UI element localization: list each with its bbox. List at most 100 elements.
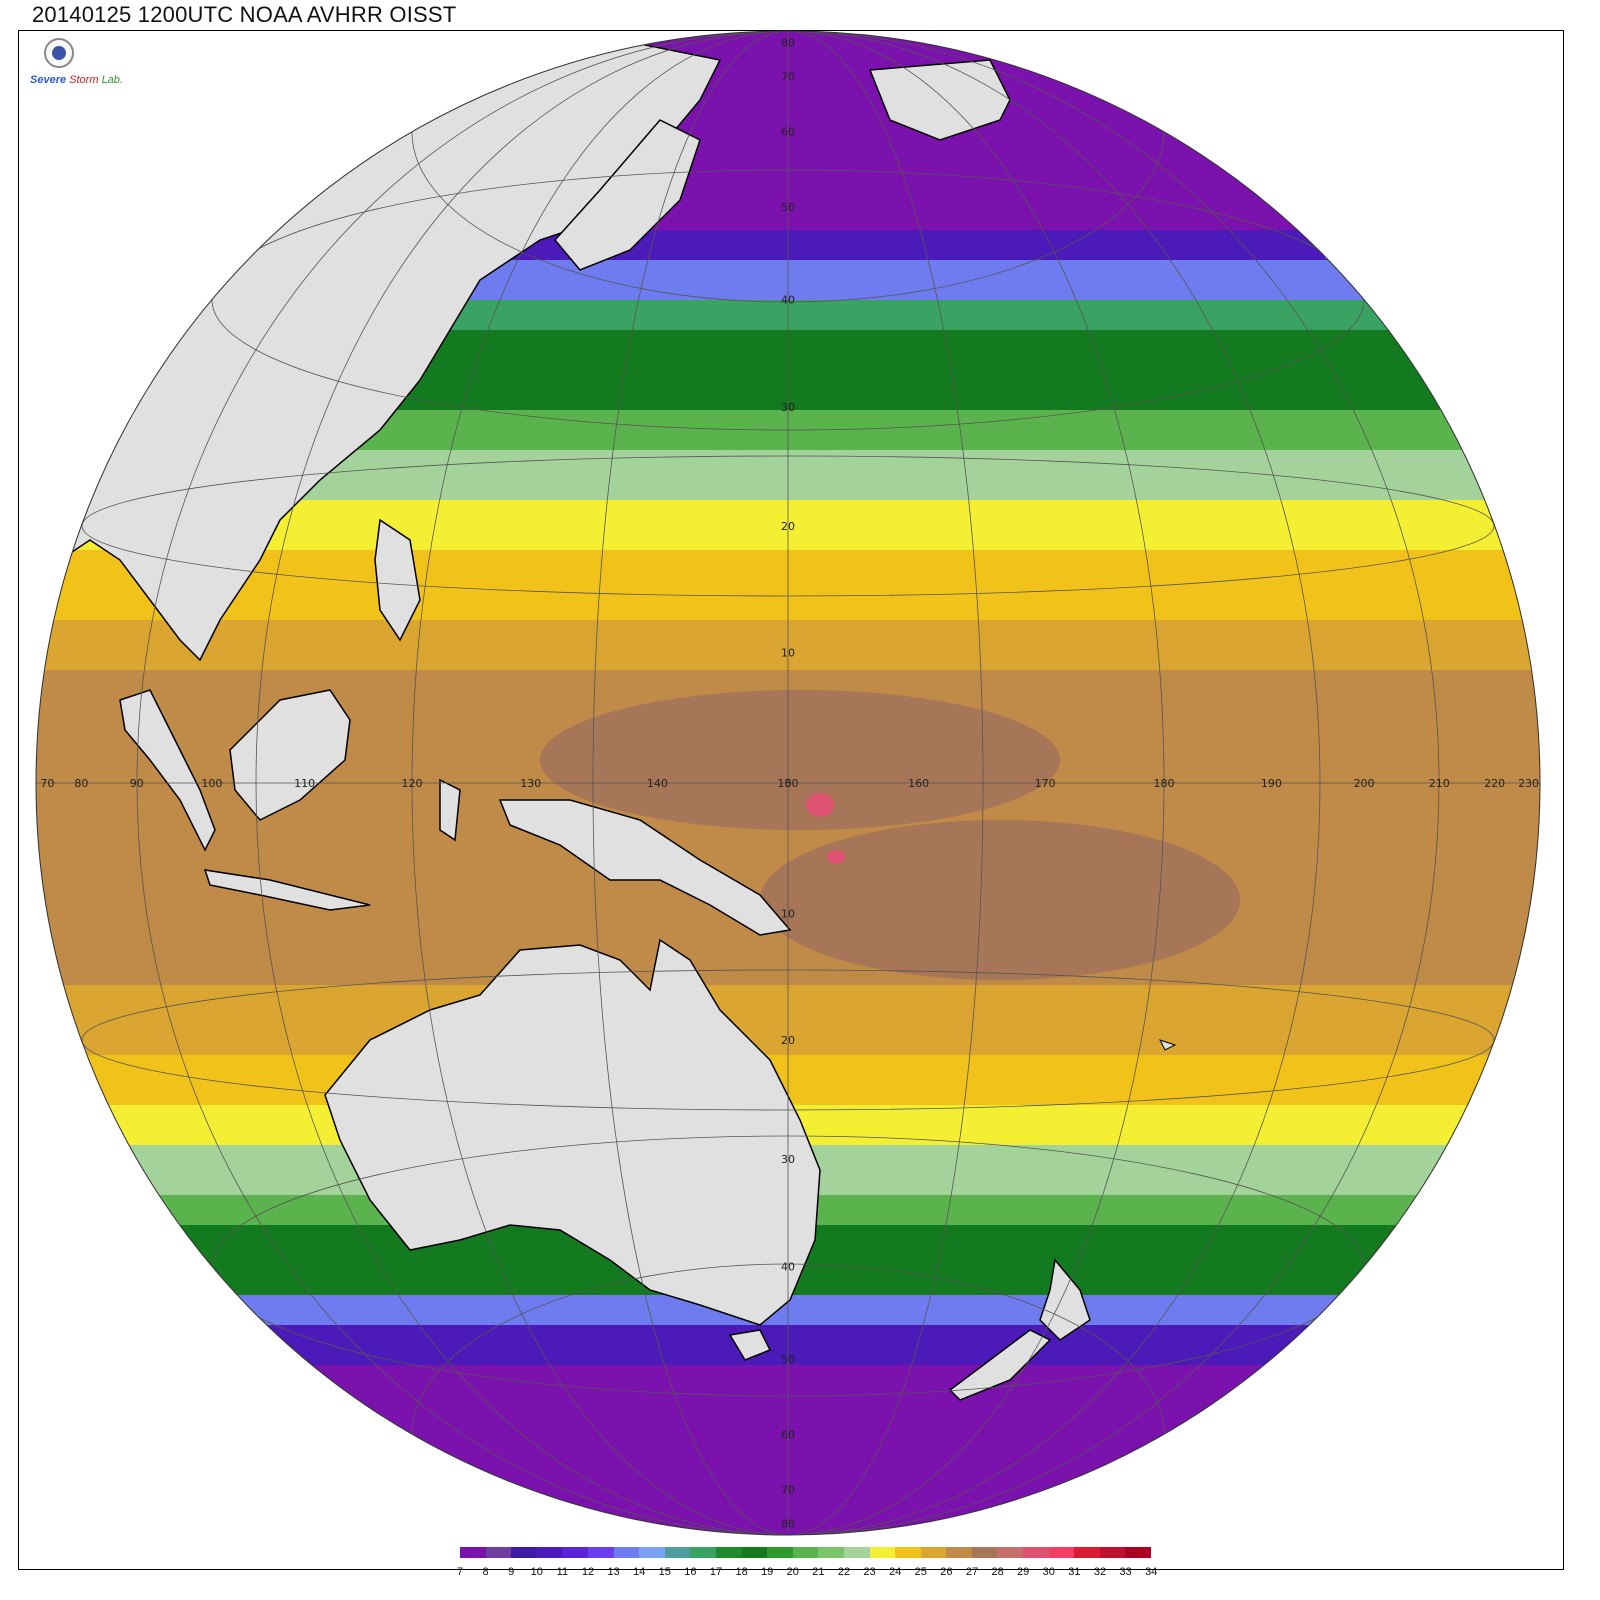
colorbar-tick-label: 21 xyxy=(812,1566,825,1578)
colorbar-tick-label: 11 xyxy=(556,1566,569,1578)
latitude-label: 10 xyxy=(781,646,795,659)
japan xyxy=(554,119,701,271)
colorbar-swatch xyxy=(1023,1547,1049,1558)
colorbar-tick-label: 23 xyxy=(863,1566,876,1578)
colorbar-tick-label: 33 xyxy=(1119,1566,1132,1578)
longitude-label: 160 xyxy=(908,777,929,790)
longitude-label: 140 xyxy=(647,777,668,790)
colorbar-swatch xyxy=(895,1547,921,1558)
colorbar-tick-label: 34 xyxy=(1145,1566,1158,1578)
page-title: 20140125 1200UTC NOAA AVHRR OISST xyxy=(32,2,457,27)
island-fiji xyxy=(1159,1039,1177,1051)
colorbar-swatch xyxy=(536,1547,563,1558)
colorbar-swatch xyxy=(1099,1547,1126,1558)
latitude-label: 60 xyxy=(781,126,795,139)
colorbar-tick-label: 30 xyxy=(1042,1566,1055,1578)
latitude-labels: 80 70 60 50 40 30 20 10 0 10 20 30 40 50 60 70 80 xyxy=(781,36,795,1530)
new-zealand-north xyxy=(1039,1258,1091,1341)
colorbar-swatch xyxy=(741,1547,768,1558)
globe-outline xyxy=(35,30,1541,1536)
borneo xyxy=(229,689,351,821)
longitude-label: 70 xyxy=(40,777,54,790)
colorbar-swatch xyxy=(946,1547,972,1558)
colorbar-swatch xyxy=(715,1547,742,1558)
longitude-label: 120 xyxy=(402,777,423,790)
colorbar-tick-label: 10 xyxy=(530,1566,543,1578)
longitude-label: 130 xyxy=(520,777,541,790)
longitude-label: 230 xyxy=(1518,777,1539,790)
colorbar-tick-label: 31 xyxy=(1068,1566,1081,1578)
colorbar-swatch xyxy=(485,1547,512,1558)
java xyxy=(203,869,371,911)
colorbar-tick-label: 12 xyxy=(581,1566,595,1578)
longitude-label: 170 xyxy=(1035,777,1056,790)
colorbar-swatch xyxy=(613,1547,640,1558)
latitude-label: 80 xyxy=(781,36,795,49)
colorbar-tick-label: 7 xyxy=(456,1566,464,1578)
colorbar-tick-label: 13 xyxy=(607,1566,620,1578)
latitude-label: 60 xyxy=(781,1428,795,1441)
colorbar-swatch xyxy=(1048,1547,1075,1558)
colorbar-swatch xyxy=(971,1547,998,1558)
colorbar-tick-label: 25 xyxy=(914,1566,927,1578)
longitude-labels: 70 80 90 100 110 120 130 140 150 160 170 180 190 200 2… xyxy=(40,777,1539,790)
colorbar-tick-label: 14 xyxy=(633,1566,646,1578)
colorbar-tick-label: 19 xyxy=(761,1566,774,1578)
latitude-label: 40 xyxy=(781,1260,795,1273)
colorbar-swatch xyxy=(639,1547,665,1558)
sulawesi xyxy=(439,778,461,842)
latitude-label: 10 xyxy=(781,908,795,921)
latitude-label: 70 xyxy=(781,1484,795,1497)
longitude-label: 180 xyxy=(1154,777,1175,790)
longitude-label: 200 xyxy=(1354,777,1375,790)
colorbar-swatch xyxy=(792,1547,819,1558)
graticule xyxy=(36,31,1540,1535)
latitude-label: 80 xyxy=(781,1518,795,1531)
seal-icon xyxy=(44,38,74,68)
tasmania xyxy=(728,1329,772,1361)
colorbar-tick-label: 18 xyxy=(735,1566,748,1578)
latitude-label: 30 xyxy=(781,401,795,414)
latitude-label: 70 xyxy=(781,70,795,83)
colorbar-swatch xyxy=(843,1547,870,1558)
longitude-label: 110 xyxy=(294,777,315,790)
colorbar-swatch xyxy=(562,1547,588,1558)
colorbar-tick-label: 27 xyxy=(965,1566,979,1578)
latitude-label: 20 xyxy=(781,1034,795,1047)
latitude-label: 50 xyxy=(781,201,795,214)
sst-hotspot xyxy=(806,793,834,817)
longitude-label: 150 xyxy=(778,777,799,790)
colorbar-tick-label: 20 xyxy=(786,1566,799,1578)
colorbar-swatch xyxy=(587,1547,614,1558)
australia xyxy=(324,938,821,1326)
colorbar-swatch xyxy=(767,1547,793,1558)
colorbar-tick-label: 29 xyxy=(1017,1566,1030,1578)
colorbar-swatch xyxy=(818,1547,844,1558)
colorbar-swatch xyxy=(664,1547,691,1558)
colorbar-swatch xyxy=(997,1547,1024,1558)
colorbar-tick-label: 24 xyxy=(889,1566,902,1578)
colorbar-labels: 7 8 9 10 11 12 13 14 15 16 17 18 19 20 21 22 23 24 25 26 27 2… xyxy=(456,1566,1157,1582)
colorbar-swatch xyxy=(511,1547,537,1558)
colorbar-swatch xyxy=(460,1547,486,1558)
philippines xyxy=(374,518,421,642)
colorbar-tick-label: 32 xyxy=(1093,1566,1107,1578)
colorbar-tick-label: 9 xyxy=(508,1566,515,1578)
new-guinea xyxy=(498,799,792,936)
logo-text: Severe Storm Lab. xyxy=(30,74,123,86)
latitude-label: 50 xyxy=(781,1353,795,1366)
latitude-label: 20 xyxy=(781,520,795,533)
colorbar-swatch xyxy=(1125,1547,1152,1558)
colorbar xyxy=(460,1547,1152,1558)
new-zealand-south xyxy=(948,1329,1052,1401)
colorbar-tick-label: 8 xyxy=(482,1566,489,1578)
longitude-label: 100 xyxy=(201,777,222,790)
longitude-label: 190 xyxy=(1261,777,1282,790)
colorbar-swatch xyxy=(920,1547,947,1558)
colorbar-tick-label: 16 xyxy=(684,1566,697,1578)
colorbar-swatch xyxy=(1074,1547,1100,1558)
colorbar-swatch xyxy=(690,1547,716,1558)
colorbar-tick-label: 15 xyxy=(658,1566,671,1578)
longitude-label: 90 xyxy=(130,777,144,790)
